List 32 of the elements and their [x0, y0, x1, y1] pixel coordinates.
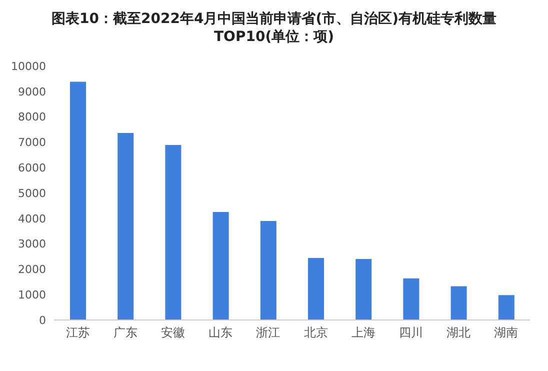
y-tick-label: 4000 — [18, 212, 46, 226]
y-tick-label: 5000 — [18, 186, 46, 200]
bar — [450, 286, 467, 320]
bar — [498, 295, 514, 320]
bar — [356, 259, 372, 320]
y-tick-label: 0 — [39, 314, 46, 327]
chart-title: 图表10：截至2022年4月中国当前申请省(市、自治区)有机硅专利数量TOP10(单位：项) — [50, 10, 498, 46]
x-tick-label: 江苏 — [66, 326, 90, 340]
y-tick-label: 8000 — [18, 110, 46, 124]
x-tick-label: 上海 — [351, 326, 376, 340]
x-tick-label: 山东 — [208, 326, 233, 340]
bar — [260, 220, 276, 320]
bar — [165, 144, 182, 320]
x-tick-label: 四川 — [399, 326, 423, 340]
bar — [212, 212, 229, 320]
bar — [308, 258, 324, 320]
x-tick-label: 湖南 — [494, 326, 518, 340]
x-tick-label: 安徽 — [161, 326, 185, 340]
bar — [70, 82, 86, 320]
x-tick-label: 浙江 — [256, 326, 280, 340]
y-tick-label: 2000 — [18, 263, 46, 276]
x-tick-label: 湖北 — [446, 326, 471, 340]
bar — [403, 278, 420, 320]
y-tick-label: 3000 — [18, 238, 46, 251]
bar — [118, 133, 134, 320]
x-tick-label: 广东 — [113, 326, 138, 340]
y-tick-label: 1000 — [18, 288, 46, 302]
y-tick-label: 9000 — [18, 85, 46, 98]
x-tick-label: 北京 — [304, 326, 328, 340]
y-tick-label: 6000 — [18, 162, 46, 175]
y-tick-label: 7000 — [18, 136, 46, 150]
y-tick-label: 10000 — [11, 60, 46, 73]
